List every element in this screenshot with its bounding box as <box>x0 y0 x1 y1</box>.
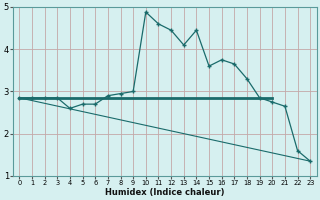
X-axis label: Humidex (Indice chaleur): Humidex (Indice chaleur) <box>105 188 225 197</box>
